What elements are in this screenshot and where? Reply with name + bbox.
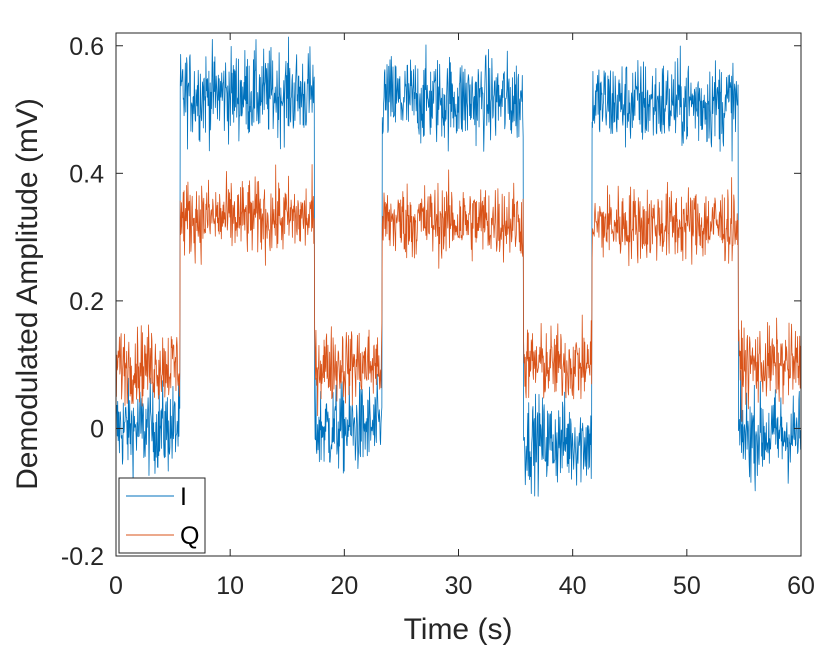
x-axis-title: Time (s) (404, 613, 513, 646)
x-tick-label: 20 (330, 572, 358, 600)
legend: I Q (118, 477, 206, 554)
y-axis-ticks: -0.2 0 0.2 0.4 0.6 (61, 33, 801, 571)
legend-label-q: Q (180, 522, 199, 550)
x-axis-ticks: 0 10 20 30 40 50 60 (109, 33, 815, 600)
legend-label-i: I (180, 483, 187, 511)
x-tick-label: 30 (445, 572, 473, 600)
y-tick-label: 0.2 (69, 288, 104, 316)
y-tick-label: 0.4 (69, 160, 104, 188)
x-tick-label: 50 (673, 572, 701, 600)
x-tick-label: 0 (109, 572, 123, 600)
y-tick-label: 0.6 (69, 33, 104, 61)
y-tick-label: 0 (90, 415, 104, 443)
x-tick-label: 10 (216, 572, 244, 600)
y-axis-title: Demodulated Amplitude (mV) (11, 98, 44, 490)
y-tick-label: -0.2 (61, 543, 104, 571)
plot-area (115, 32, 802, 557)
series-line-i (115, 36, 802, 497)
x-tick-label: 60 (787, 572, 815, 600)
legend-box (118, 477, 206, 554)
series-layer (115, 36, 802, 497)
series-line-q (115, 164, 802, 422)
x-tick-label: 40 (559, 572, 587, 600)
